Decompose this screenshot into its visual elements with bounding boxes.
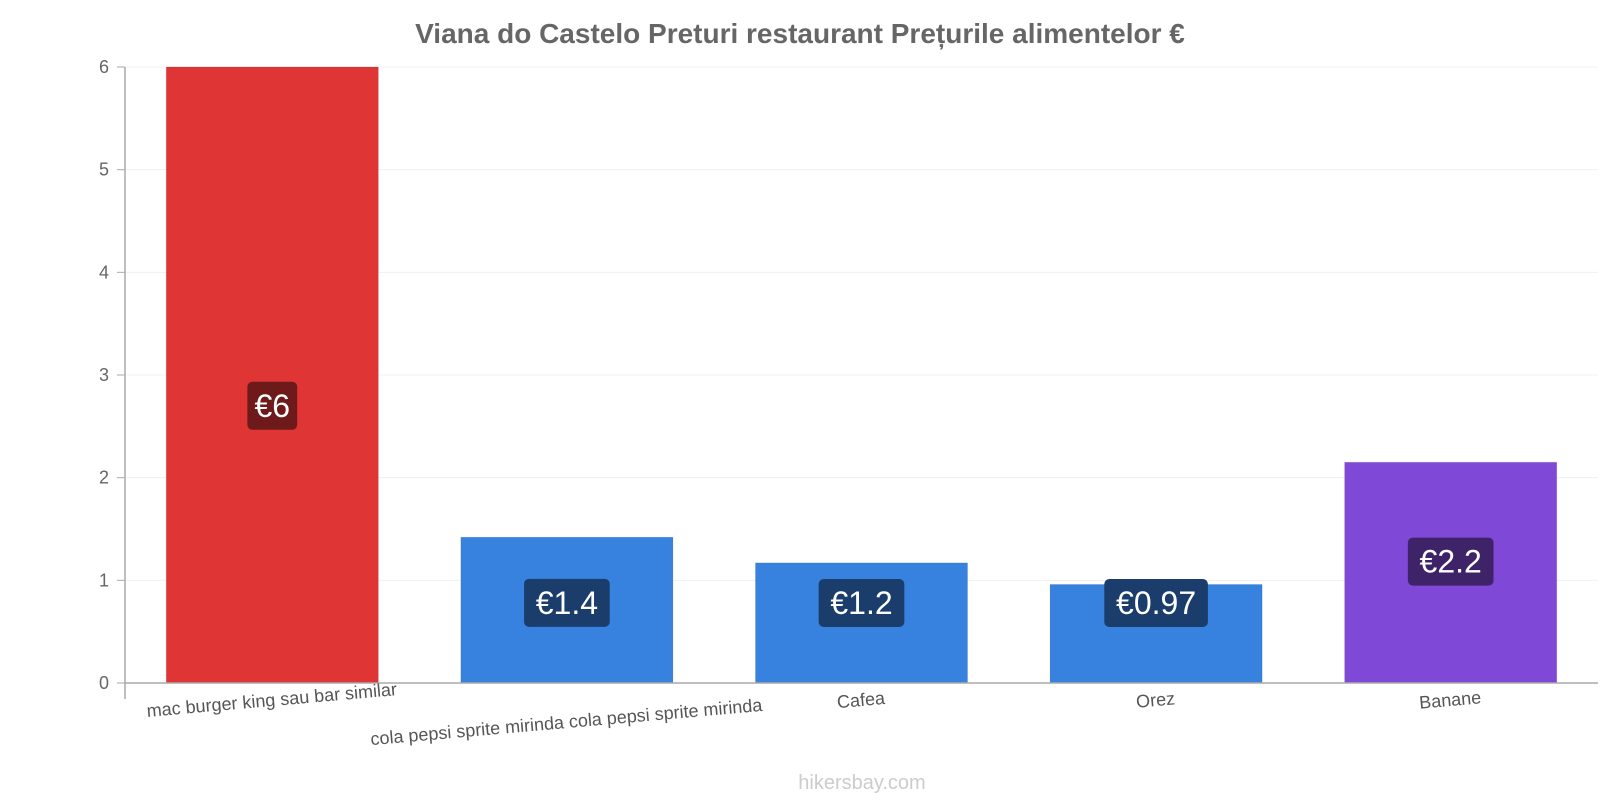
value-label: €1.4 [536,585,598,621]
y-tick-label: 4 [99,262,109,282]
chart-title: Viana do Castelo Preturi restaurant Preț… [415,18,1185,49]
x-tick-label: Banane [1418,687,1482,712]
value-label-box [1407,537,1494,586]
value-labels: €6 €1.4 €1.2 €0.97 €2.2 [247,381,1494,627]
x-tick-label: Cafea [836,688,887,712]
value-label: €0.97 [1116,585,1196,621]
y-tick-label: 2 [99,468,109,488]
x-tick-label: Orez [1135,688,1176,711]
value-label: €6 [255,388,291,424]
value-label: €2.2 [1420,544,1482,580]
y-tick-label: 6 [99,57,109,77]
value-label-box [1104,579,1208,627]
value-label-box [524,578,610,627]
y-tick-label: 3 [99,365,109,385]
y-tick-label: 0 [99,673,109,693]
y-tick-label: 1 [99,570,109,590]
watermark: hikersbay.com [798,772,925,794]
x-tick-label: cola pepsi sprite mirinda cola pepsi spr… [370,695,764,749]
value-label: €1.2 [830,585,892,621]
axes [124,67,1598,699]
x-tick-label: mac burger king sau bar similar [146,679,398,721]
bar [165,66,379,684]
y-tick-label: 5 [99,160,109,180]
y-axis-ticks: 0 1 2 3 4 5 6 [99,57,125,693]
value-label-box [247,381,298,430]
value-label-box [818,579,905,627]
